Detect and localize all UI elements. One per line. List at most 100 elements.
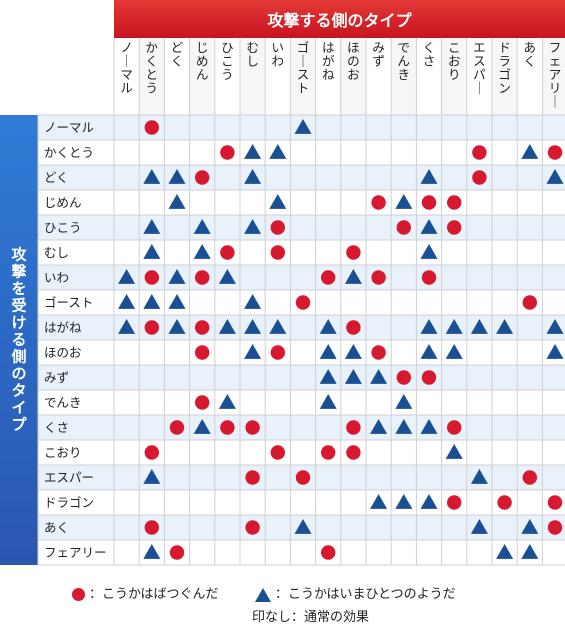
not-very-effective-mark	[118, 269, 136, 284]
column-label-char: み	[372, 40, 385, 55]
column-label-char: ア	[549, 67, 562, 82]
super-effective-mark	[421, 195, 437, 210]
column-label-char: ノ	[120, 40, 133, 55]
row-label: ドラゴン	[44, 495, 94, 510]
not-very-effective-mark	[521, 519, 539, 534]
matrix-cell	[340, 465, 366, 490]
matrix-cell	[240, 190, 266, 215]
not-very-effective-mark	[445, 319, 463, 334]
super-effective-mark	[270, 245, 285, 260]
column-label-char: り	[448, 67, 461, 82]
not-very-effective-mark	[143, 294, 161, 309]
super-effective-mark	[346, 445, 361, 460]
matrix-cell	[290, 490, 316, 515]
column-label-char: わ	[272, 54, 285, 69]
column-label-char: ず	[372, 54, 385, 69]
not-very-effective-mark	[218, 394, 236, 409]
column-label-char: マ	[120, 67, 133, 82]
row-label-cell	[38, 140, 114, 165]
column-label-char: い	[272, 40, 285, 55]
matrix-cell	[240, 440, 266, 465]
matrix-cell	[164, 215, 190, 240]
matrix-cell	[240, 265, 266, 290]
super-effective-mark	[371, 270, 386, 285]
matrix-cell	[265, 265, 291, 290]
column-label-char: ゴ	[498, 67, 511, 82]
not-very-effective-mark	[420, 244, 438, 259]
column-label-char: ね	[322, 67, 335, 82]
matrix-cell	[492, 115, 518, 140]
matrix-cell	[492, 190, 518, 215]
not-very-effective-mark	[118, 319, 136, 334]
matrix-cell	[189, 115, 215, 140]
matrix-cell	[164, 340, 190, 365]
super-effective-mark	[245, 470, 260, 485]
column-header-cell	[139, 38, 165, 115]
matrix-cell	[340, 140, 366, 165]
not-very-effective-mark	[319, 394, 337, 409]
legend-none: 印なし：通常の効果	[252, 606, 369, 625]
matrix-cell	[517, 240, 543, 265]
column-label-char: ｜	[120, 54, 133, 69]
row-label: ほのお	[44, 345, 82, 360]
matrix-cell	[265, 365, 291, 390]
column-header-cell	[416, 38, 442, 115]
column-label-char: さ	[423, 54, 436, 69]
column-label-char: く	[423, 40, 436, 55]
matrix-cell	[189, 440, 215, 465]
matrix-cell	[214, 165, 240, 190]
matrix-cell	[517, 415, 543, 440]
super-effective-mark	[169, 545, 185, 560]
column-label-char: う	[146, 81, 159, 96]
not-very-effective-mark	[168, 319, 186, 334]
defending-title-char: る	[11, 331, 26, 349]
matrix-cell	[517, 490, 543, 515]
not-very-effective-mark	[546, 319, 564, 334]
matrix-cell	[542, 215, 565, 240]
column-label-char: ん	[398, 54, 411, 69]
matrix-cell	[391, 515, 417, 540]
column-label: かくとう	[146, 40, 159, 96]
not-very-effective-mark	[143, 169, 161, 184]
legend-dot: ：こうかはばつぐんだ	[72, 583, 218, 602]
matrix-cell	[542, 240, 565, 265]
column-label-char: ｜	[297, 54, 310, 69]
column-label-char: は	[322, 40, 335, 55]
not-very-effective-mark	[269, 194, 287, 209]
matrix-cell	[164, 390, 190, 415]
matrix-cell	[315, 215, 341, 240]
matrix-cell	[416, 390, 442, 415]
super-effective-mark	[421, 370, 437, 385]
column-label: いわ	[272, 40, 285, 69]
not-very-effective-mark	[370, 369, 388, 384]
column-label: どく	[171, 40, 184, 69]
not-very-effective-mark	[420, 319, 438, 334]
matrix-cell	[164, 140, 190, 165]
matrix-cell	[366, 115, 392, 140]
matrix-cell	[340, 390, 366, 415]
matrix-cell	[391, 115, 417, 140]
column-label-char: ド	[498, 40, 511, 55]
matrix-cell	[139, 490, 165, 515]
not-very-effective-mark	[193, 419, 211, 434]
matrix-cell	[416, 540, 442, 565]
not-very-effective-mark	[168, 269, 186, 284]
column-header-cell	[114, 38, 140, 115]
column-label-char: ス	[473, 54, 486, 69]
column-header-cell	[164, 38, 190, 115]
column-label-char: お	[347, 67, 360, 82]
column-header-cell	[366, 38, 392, 115]
super-effective-mark	[547, 145, 563, 160]
column-label: みず	[372, 40, 385, 69]
row-label-cell	[38, 265, 114, 290]
row-label-cell	[38, 490, 114, 515]
matrix-cell	[366, 440, 392, 465]
matrix-cell	[542, 415, 565, 440]
matrix-cell	[265, 290, 291, 315]
matrix-cell	[265, 490, 291, 515]
super-effective-mark	[547, 520, 563, 535]
row-label: かくとう	[44, 145, 94, 160]
matrix-cell	[466, 265, 492, 290]
column-label-char: ラ	[498, 54, 511, 69]
